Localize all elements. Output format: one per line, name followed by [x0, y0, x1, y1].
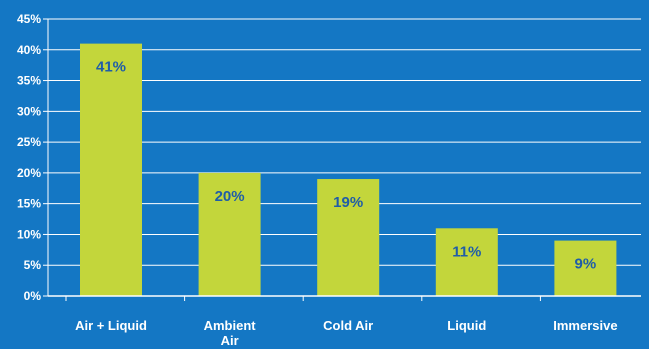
y-tick-label: 35%: [17, 74, 41, 88]
axes: [43, 18, 641, 301]
x-category-label: Immersive: [553, 318, 617, 333]
x-category-labels: Air + Liquid Ambient Air Cold Air Liquid Imme…: [75, 318, 618, 348]
y-tick-label: 15%: [17, 197, 41, 211]
x-category-label: Cold Air: [323, 318, 373, 333]
y-tick-label: 20%: [17, 166, 41, 180]
data-labels: 41% 20% 19% 11% 9%: [96, 59, 596, 273]
x-category-label: Air + Liquid: [75, 318, 147, 333]
y-tick-label: 10%: [17, 227, 41, 241]
bar: [80, 43, 142, 296]
data-label: 19%: [333, 194, 363, 211]
grid-lines: [48, 18, 641, 266]
y-tick-label: 0%: [24, 289, 42, 303]
data-label: 11%: [452, 243, 481, 260]
y-tick-label: 45%: [17, 12, 41, 26]
bar: [554, 240, 617, 296]
y-tick-label: 5%: [24, 258, 42, 272]
y-tick-labels: 0% 5% 10% 15% 20% 25% 30% 35% 40% 45%: [17, 12, 41, 303]
y-tick-label: 40%: [17, 43, 41, 57]
y-tick-label: 30%: [17, 104, 41, 118]
data-label: 9%: [575, 256, 597, 273]
data-label: 20%: [215, 188, 245, 205]
bar: [435, 228, 498, 296]
bar: [198, 172, 261, 296]
bar: [317, 179, 380, 296]
y-tick-label: 25%: [17, 135, 41, 149]
data-label: 41%: [96, 59, 126, 76]
x-category-label: Liquid: [447, 318, 486, 333]
x-category-label: Ambient Air: [204, 318, 257, 348]
bars: [80, 43, 617, 296]
